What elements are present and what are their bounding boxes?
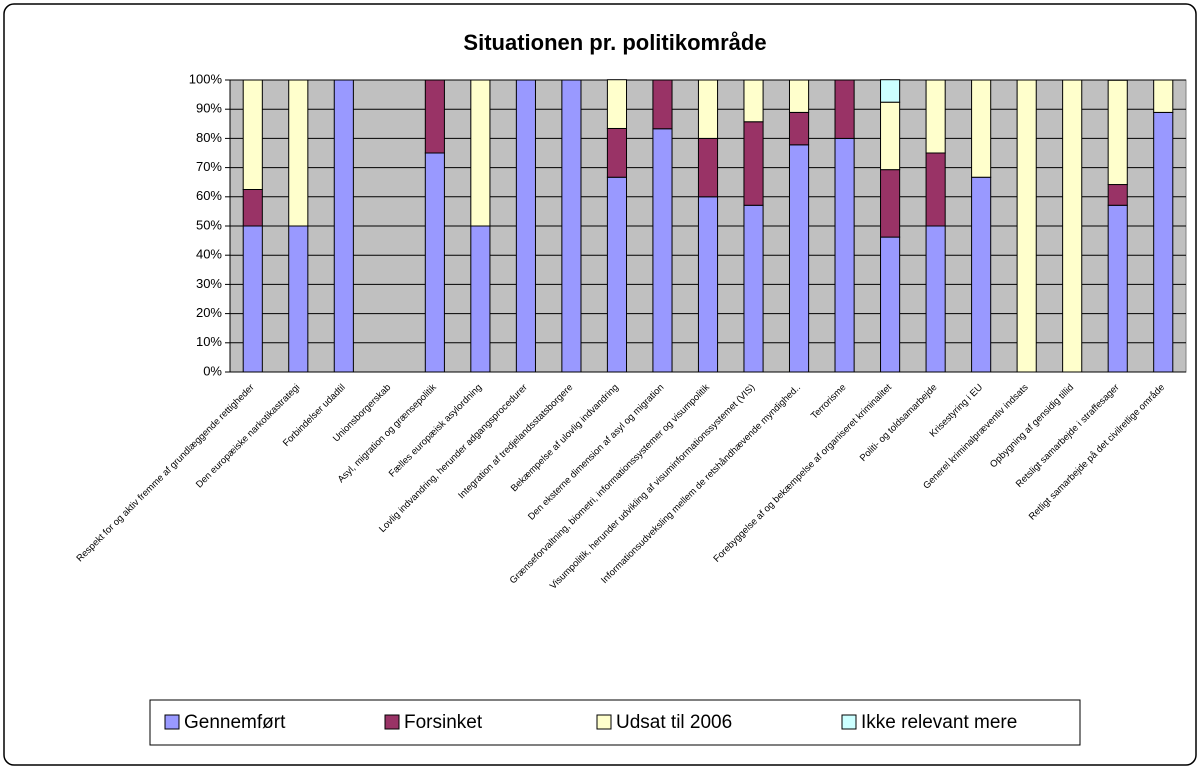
y-tick-label: 60% bbox=[196, 188, 222, 203]
y-tick-label: 50% bbox=[196, 217, 222, 232]
y-tick-label: 80% bbox=[196, 130, 222, 145]
bar-segment bbox=[424, 79, 445, 154]
chart-title: Situationen pr. politikområde bbox=[463, 30, 766, 55]
y-tick-label: 20% bbox=[196, 305, 222, 320]
legend-label: Ikke relevant mere bbox=[861, 712, 1017, 733]
bar-segment bbox=[697, 137, 719, 198]
bar-segment bbox=[1016, 79, 1037, 373]
bar-segment bbox=[788, 79, 810, 113]
bar-segment bbox=[470, 79, 491, 227]
y-tick-label: 70% bbox=[196, 159, 222, 174]
bar-segment bbox=[1153, 79, 1174, 113]
bar-segment bbox=[242, 189, 263, 227]
y-tick-label: 90% bbox=[196, 101, 222, 116]
bar-segment bbox=[788, 144, 810, 373]
bar-segment bbox=[288, 79, 309, 227]
y-tick-label: 40% bbox=[196, 247, 222, 262]
bar-segment bbox=[470, 225, 491, 373]
bar-segment bbox=[606, 176, 628, 373]
bar-segment bbox=[606, 127, 628, 178]
bar-segment bbox=[1107, 79, 1128, 186]
bar-segment bbox=[834, 79, 855, 139]
bar-segment bbox=[880, 236, 901, 373]
legend-swatch bbox=[164, 714, 180, 730]
legend-box bbox=[149, 699, 1081, 746]
bar-segment bbox=[606, 79, 628, 129]
legend-label: Gennemført bbox=[184, 712, 286, 733]
bar-segment bbox=[424, 152, 445, 373]
legend-label: Forsinket bbox=[404, 712, 483, 733]
bar-segment bbox=[242, 79, 263, 190]
bar-segment bbox=[743, 204, 764, 373]
bar-segment bbox=[743, 121, 764, 206]
bar-segment bbox=[1153, 111, 1174, 373]
bar-segment bbox=[834, 137, 855, 373]
bar-segment bbox=[288, 225, 309, 373]
legend-label: Udsat til 2006 bbox=[616, 712, 732, 733]
legend-swatch bbox=[384, 714, 400, 730]
bar-segment bbox=[743, 79, 764, 123]
bar-segment bbox=[561, 79, 582, 373]
legend-swatch bbox=[841, 714, 857, 730]
y-tick-label: 0% bbox=[203, 363, 222, 378]
bar-segment bbox=[925, 152, 946, 227]
y-tick-label: 30% bbox=[196, 276, 222, 291]
bar-segment bbox=[652, 79, 673, 130]
bar-segment bbox=[515, 79, 536, 373]
bar-segment bbox=[697, 79, 719, 139]
bar-segment bbox=[880, 169, 901, 238]
bar-segment bbox=[1107, 204, 1128, 373]
bar-segment bbox=[880, 101, 901, 171]
bar-segment bbox=[925, 79, 946, 154]
bar-segment bbox=[971, 79, 992, 178]
bar-segment bbox=[697, 196, 719, 373]
bar-segment bbox=[333, 79, 354, 373]
bar-segment bbox=[880, 79, 901, 103]
bar-segment bbox=[788, 111, 810, 146]
bar-segment bbox=[971, 176, 992, 373]
bar-segment bbox=[652, 128, 673, 373]
bar-segment bbox=[925, 225, 946, 373]
legend-swatch bbox=[596, 714, 612, 730]
y-tick-label: 100% bbox=[189, 71, 223, 86]
bar-segment bbox=[242, 225, 263, 373]
bar-segment bbox=[1062, 79, 1083, 373]
y-tick-label: 10% bbox=[196, 334, 222, 349]
bar-segment bbox=[1107, 184, 1128, 206]
